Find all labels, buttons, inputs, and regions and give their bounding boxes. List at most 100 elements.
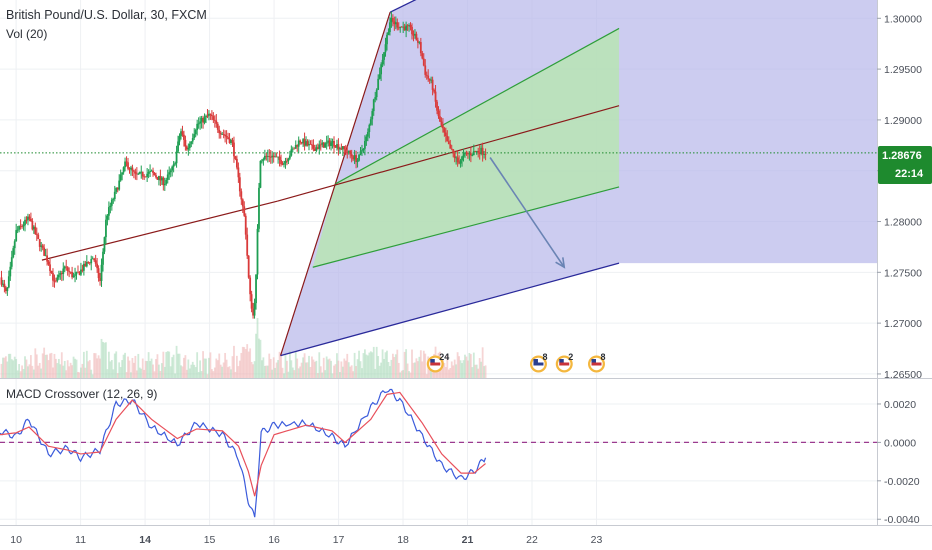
volume-bar [147, 352, 150, 378]
volume-bar [208, 357, 210, 378]
volume-bar [330, 360, 332, 378]
volume-bar [78, 372, 81, 378]
candle-body [286, 160, 288, 162]
volume-bar [315, 360, 318, 378]
candle-body [421, 53, 424, 59]
candle-body [106, 215, 109, 220]
volume-bar [159, 370, 162, 378]
volume-bar [430, 369, 433, 378]
candlestick-series[interactable] [0, 11, 487, 319]
volume-bar [118, 362, 121, 378]
event-marker[interactable]: 8 [529, 352, 548, 373]
candle-body [419, 42, 422, 54]
volume-bar [24, 356, 26, 378]
pitchfork-lines[interactable] [0, 0, 877, 357]
last-price-badge-box [878, 146, 932, 184]
volume-bar [222, 362, 225, 378]
candle-body [153, 172, 156, 176]
volume-bar [302, 357, 305, 378]
volume-bar [63, 360, 66, 378]
volume-bar [241, 346, 244, 378]
event-marker[interactable]: 8 [587, 352, 606, 373]
volume-bar [72, 356, 75, 378]
volume-bar [177, 353, 179, 378]
macd-axis-label: 0.0020 [884, 399, 916, 411]
candle-body [269, 156, 272, 158]
time-axis-label: 21 [462, 534, 474, 546]
candle-body [78, 271, 81, 275]
candle-body [16, 229, 19, 231]
candle-body [396, 22, 399, 28]
volume-bar [66, 360, 69, 378]
volume-bar [340, 361, 343, 378]
candle-body [403, 26, 406, 31]
candle-body [205, 115, 207, 118]
candle-body [144, 176, 147, 178]
candle-body [339, 148, 341, 150]
candle-body [287, 158, 290, 162]
volume-bar [324, 370, 327, 378]
volume-bar [206, 374, 209, 378]
volume-legend[interactable]: Vol (20) [6, 27, 47, 41]
event-marker[interactable]: 24 [426, 352, 450, 373]
volume-bar [219, 364, 222, 378]
volume-bar [22, 368, 25, 378]
volume-bar [313, 361, 316, 378]
candle-body [30, 218, 32, 222]
economic-events[interactable]: 24 8 2 8 [426, 352, 606, 373]
volume-bar [124, 352, 126, 378]
volume-bar [477, 368, 480, 378]
volume-bar [263, 365, 266, 378]
volume-bar [7, 353, 10, 378]
candle-body [62, 268, 65, 275]
macd-axis[interactable]: 0.0020 0.0000 -0.0020 -0.0040 [877, 399, 920, 526]
candle-body [81, 269, 84, 271]
candle-body [137, 173, 140, 175]
volume-bar [47, 360, 50, 378]
candle-body [57, 274, 60, 278]
candle-body [10, 257, 13, 267]
candle-body [481, 147, 484, 155]
time-axis-label: 15 [204, 534, 216, 546]
candle-body [193, 134, 196, 139]
candle-body [74, 274, 76, 276]
volume-bar [178, 353, 181, 378]
candle-body [325, 142, 328, 144]
chart-title[interactable]: British Pound/U.S. Dollar, 30, FXCM [6, 8, 207, 22]
price-axis-label: 1.30000 [884, 13, 922, 25]
candle-body [31, 221, 34, 230]
candle-body [215, 120, 218, 124]
time-axis-label: 16 [268, 534, 280, 546]
candle-body [172, 164, 175, 167]
candle-body [318, 144, 321, 149]
candle-body [255, 274, 257, 304]
candle-body [93, 258, 96, 261]
volume-bar [290, 360, 293, 378]
candle-body [365, 136, 368, 142]
macd-pane[interactable] [0, 388, 877, 518]
volume-bar [21, 365, 23, 378]
time-axis[interactable]: 10 11 14 15 16 17 18 21 22 23 [10, 534, 602, 546]
candle-body [468, 153, 471, 155]
volume-bar [406, 363, 409, 378]
candle-body [434, 91, 437, 102]
candle-body [387, 32, 390, 35]
volume-bar [31, 365, 34, 378]
candle-body [200, 117, 203, 122]
volume-bar [212, 371, 215, 378]
volume-bar [365, 354, 368, 378]
candle-body [237, 167, 240, 178]
event-marker[interactable]: 2 [555, 352, 574, 373]
volume-bar [397, 362, 400, 378]
event-count: 8 [542, 352, 547, 362]
candle-body [312, 144, 315, 149]
overlay-drawings[interactable] [489, 157, 566, 269]
volume-bar [171, 357, 174, 378]
pitchfork-fills[interactable] [280, 0, 877, 356]
macd-legend[interactable]: MACD Crossover (12, 26, 9) [6, 387, 157, 401]
volume-bar [266, 365, 269, 378]
volume-bar [56, 363, 59, 378]
volume-bar [243, 347, 246, 378]
candle-body [19, 225, 22, 227]
